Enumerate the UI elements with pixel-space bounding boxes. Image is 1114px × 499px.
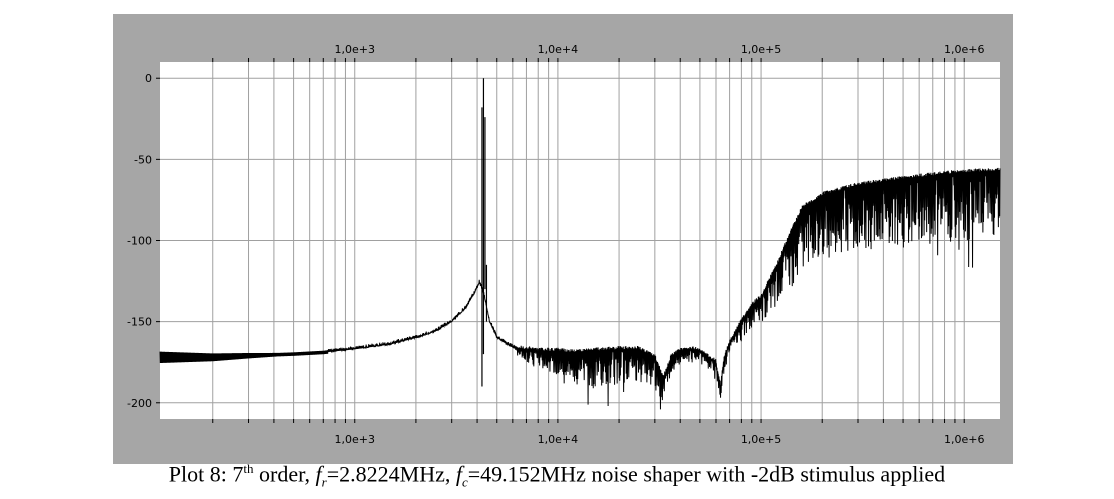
spectrum-trace [159, 78, 1001, 410]
x-tick-label-top: 1,0e+6 [944, 43, 984, 56]
x-tick-label-top: 1,0e+4 [538, 43, 578, 56]
x-tick-label-bottom: 1,0e+3 [335, 433, 375, 446]
y-tick-label: -150 [127, 316, 152, 329]
x-tick-label-bottom: 1,0e+6 [944, 433, 984, 446]
x-tick-label-top: 1,0e+3 [335, 43, 375, 56]
x-tick-label-bottom: 1,0e+4 [538, 433, 578, 446]
spectrum-line [159, 167, 1001, 410]
y-tick-label: -50 [134, 153, 152, 166]
spectrum-chart: 0 -50 -100 -150 -200 1,0e+3 1,0e+3 1,0e+4 1,0e+4… [113, 14, 1013, 464]
tick-labels: 0 -50 -100 -150 -200 1,0e+3 1,0e+3 1,0e+4 1,0e+4… [127, 43, 984, 446]
y-tick-label: -100 [127, 235, 152, 248]
y-tick-label: 0 [145, 72, 152, 85]
x-tick-label-bottom: 1,0e+5 [741, 433, 781, 446]
x-tick-label-top: 1,0e+5 [741, 43, 781, 56]
figure-caption: Plot 8: 7th order, fr=2.8224MHz, fc=49.1… [168, 461, 946, 490]
y-tick-label: -200 [127, 397, 152, 410]
